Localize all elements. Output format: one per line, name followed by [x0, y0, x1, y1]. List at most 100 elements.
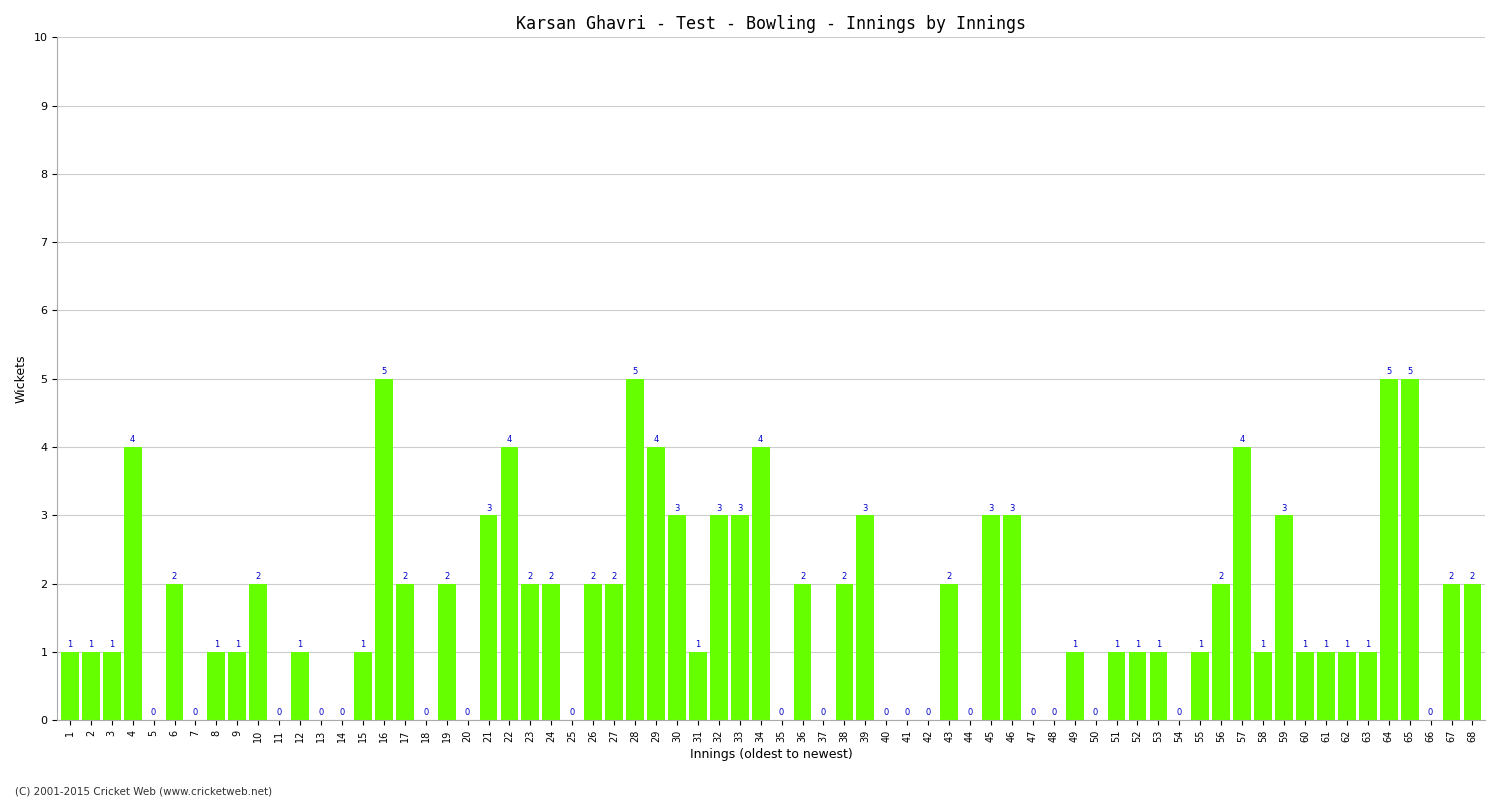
Text: 1: 1 — [1072, 640, 1077, 650]
Text: 0: 0 — [1176, 709, 1182, 718]
Bar — [1401, 378, 1419, 720]
Text: 1: 1 — [1114, 640, 1119, 650]
Bar — [375, 378, 393, 720]
Bar — [856, 515, 874, 720]
Text: 5: 5 — [381, 367, 387, 376]
Bar — [228, 652, 246, 720]
Text: 0: 0 — [1052, 709, 1056, 718]
Text: 0: 0 — [570, 709, 574, 718]
Text: 0: 0 — [904, 709, 910, 718]
Text: 2: 2 — [172, 572, 177, 581]
Text: 2: 2 — [1218, 572, 1224, 581]
Bar — [543, 584, 560, 720]
Bar — [207, 652, 225, 720]
Bar — [1359, 652, 1377, 720]
Text: 0: 0 — [1030, 709, 1035, 718]
Bar — [354, 652, 372, 720]
Text: 0: 0 — [194, 709, 198, 718]
Bar — [291, 652, 309, 720]
Text: 5: 5 — [633, 367, 638, 376]
Text: 2: 2 — [444, 572, 450, 581]
Bar — [730, 515, 748, 720]
Text: 4: 4 — [654, 435, 658, 444]
Text: 0: 0 — [821, 709, 827, 718]
Bar — [1191, 652, 1209, 720]
Text: 1: 1 — [297, 640, 303, 650]
Text: 4: 4 — [1239, 435, 1245, 444]
Text: 2: 2 — [612, 572, 616, 581]
Bar — [668, 515, 686, 720]
Bar — [1212, 584, 1230, 720]
Text: 0: 0 — [318, 709, 324, 718]
Text: 2: 2 — [402, 572, 408, 581]
Text: 1: 1 — [68, 640, 72, 650]
Text: 0: 0 — [276, 709, 282, 718]
Text: 2: 2 — [1470, 572, 1474, 581]
Bar — [1338, 652, 1356, 720]
Text: 2: 2 — [591, 572, 596, 581]
Bar — [585, 584, 602, 720]
Bar — [1128, 652, 1146, 720]
Text: 3: 3 — [988, 504, 993, 513]
Bar — [396, 584, 414, 720]
Bar — [710, 515, 728, 720]
Text: 1: 1 — [1136, 640, 1140, 650]
Bar — [1443, 584, 1461, 720]
Text: 3: 3 — [716, 504, 722, 513]
Bar — [940, 584, 958, 720]
Text: 0: 0 — [778, 709, 784, 718]
Text: 3: 3 — [674, 504, 680, 513]
Text: 0: 0 — [423, 709, 429, 718]
Text: 1: 1 — [1302, 640, 1308, 650]
Bar — [1149, 652, 1167, 720]
Bar — [1107, 652, 1125, 720]
Text: 1: 1 — [110, 640, 114, 650]
Bar — [646, 447, 664, 720]
Bar — [1066, 652, 1083, 720]
Bar — [104, 652, 120, 720]
X-axis label: Innings (oldest to newest): Innings (oldest to newest) — [690, 748, 852, 761]
Text: 3: 3 — [1281, 504, 1287, 513]
Bar — [1233, 447, 1251, 720]
Text: 2: 2 — [946, 572, 951, 581]
Text: 1: 1 — [234, 640, 240, 650]
Text: 1: 1 — [1344, 640, 1350, 650]
Bar — [249, 584, 267, 720]
Bar — [1296, 652, 1314, 720]
Bar — [165, 584, 183, 720]
Bar — [982, 515, 1000, 720]
Text: 0: 0 — [152, 709, 156, 718]
Bar — [794, 584, 812, 720]
Text: 1: 1 — [360, 640, 366, 650]
Text: 0: 0 — [1428, 709, 1432, 718]
Text: 4: 4 — [758, 435, 764, 444]
Title: Karsan Ghavri - Test - Bowling - Innings by Innings: Karsan Ghavri - Test - Bowling - Innings… — [516, 15, 1026, 33]
Bar — [626, 378, 644, 720]
Bar — [604, 584, 622, 720]
Text: 0: 0 — [884, 709, 890, 718]
Bar — [1254, 652, 1272, 720]
Text: 0: 0 — [926, 709, 932, 718]
Text: 5: 5 — [1386, 367, 1392, 376]
Text: 2: 2 — [528, 572, 532, 581]
Text: 3: 3 — [862, 504, 868, 513]
Bar — [836, 584, 854, 720]
Bar — [480, 515, 498, 720]
Text: 1: 1 — [1156, 640, 1161, 650]
Text: 3: 3 — [486, 504, 490, 513]
Bar — [1004, 515, 1022, 720]
Text: 1: 1 — [1323, 640, 1329, 650]
Text: (C) 2001-2015 Cricket Web (www.cricketweb.net): (C) 2001-2015 Cricket Web (www.cricketwe… — [15, 786, 272, 796]
Bar — [1464, 584, 1482, 720]
Text: 1: 1 — [1197, 640, 1203, 650]
Text: 1: 1 — [88, 640, 93, 650]
Text: 2: 2 — [549, 572, 554, 581]
Bar — [1275, 515, 1293, 720]
Text: 0: 0 — [465, 709, 470, 718]
Bar — [752, 447, 770, 720]
Text: 4: 4 — [507, 435, 512, 444]
Bar — [1317, 652, 1335, 720]
Text: 3: 3 — [1010, 504, 1014, 513]
Text: 1: 1 — [694, 640, 700, 650]
Bar — [501, 447, 519, 720]
